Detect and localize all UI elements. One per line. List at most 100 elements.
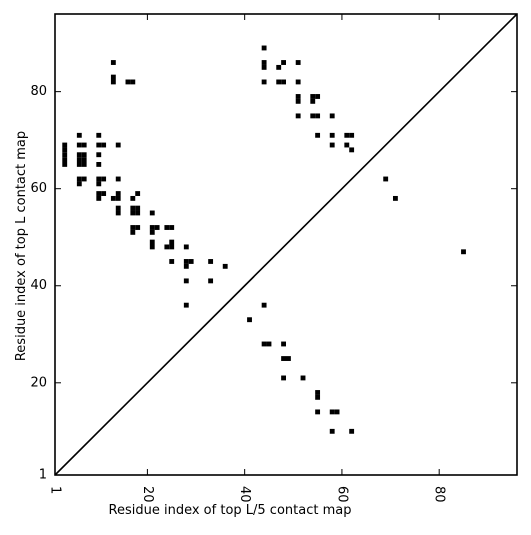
contact-point-top-l <box>461 249 466 255</box>
contact-point-top-l5 <box>329 409 335 415</box>
contact-point-top-l <box>62 152 68 158</box>
contact-point-top-l <box>149 239 155 245</box>
contact-point-top-l <box>329 113 335 119</box>
contact-point-top-l <box>164 225 170 230</box>
contact-point-top-l <box>310 94 316 99</box>
contact-point-top-l <box>110 79 116 85</box>
contact-point-top-l <box>276 64 282 70</box>
contact-point-top-l5 <box>315 394 321 400</box>
contact-point-top-l <box>295 94 301 99</box>
contact-point-top-l <box>281 79 286 85</box>
contact-point-top-l <box>130 79 136 85</box>
contact-point-top-l <box>76 132 82 138</box>
x-tick-label: 80 <box>432 486 447 503</box>
y-tick-label: 40 <box>30 278 47 293</box>
contact-point-top-l <box>110 195 116 201</box>
contact-point-top-l <box>149 225 155 230</box>
contact-point-top-l <box>329 142 335 148</box>
contact-point-top-l <box>115 210 121 216</box>
contact-point-top-l <box>81 152 87 158</box>
contact-point-top-l <box>76 176 82 182</box>
contact-point-top-l <box>96 142 102 148</box>
contact-point-top-l <box>130 195 136 201</box>
contact-point-top-l <box>149 229 155 235</box>
x-tick-label: 1 <box>48 486 63 494</box>
y-axis-label: Residue index of top L contact map <box>14 131 29 361</box>
contact-point-top-l <box>115 205 121 211</box>
contact-point-top-l <box>101 191 107 196</box>
contact-point-top-l <box>96 152 102 158</box>
contact-point-top-l <box>392 195 398 201</box>
contact-point-top-l <box>101 176 107 182</box>
contact-point-top-l <box>295 79 301 85</box>
contact-point-top-l <box>310 113 316 119</box>
y-tick-label: 60 <box>30 181 47 196</box>
contact-point-top-l <box>135 210 141 216</box>
contact-point-top-l <box>349 147 355 153</box>
contact-point-top-l <box>135 205 141 211</box>
contact-point-top-l5 <box>315 390 321 395</box>
x-axis-ticks: 1 20 40 60 80 <box>48 14 447 503</box>
contact-point-top-l <box>261 64 267 70</box>
y-tick-label: 1 <box>39 468 47 483</box>
contact-point-top-l <box>125 79 131 85</box>
contact-point-top-l5 <box>349 428 355 434</box>
contact-point-top-l <box>315 94 321 99</box>
data-points-group <box>62 45 466 434</box>
contact-point-top-l <box>76 142 82 148</box>
contact-point-top-l <box>154 225 160 230</box>
contact-point-top-l <box>81 142 87 148</box>
contact-point-top-l <box>261 45 267 51</box>
contact-point-top-l5 <box>286 356 291 361</box>
contact-point-top-l <box>135 191 141 196</box>
contact-point-top-l5 <box>261 302 267 308</box>
contact-point-top-l5 <box>315 409 321 415</box>
contact-point-top-l <box>115 195 121 201</box>
contact-point-top-l <box>261 60 267 65</box>
contact-point-top-l <box>281 60 286 65</box>
contact-point-top-l <box>96 181 102 187</box>
contact-point-top-l <box>208 278 214 284</box>
contact-point-top-l5 <box>266 341 272 347</box>
contact-point-top-l <box>183 244 189 250</box>
contact-point-top-l <box>183 302 189 308</box>
x-tick-label: 40 <box>237 486 252 503</box>
contact-point-top-l5 <box>334 409 340 415</box>
contact-point-top-l <box>276 79 282 85</box>
contact-point-top-l <box>149 210 155 216</box>
contact-point-top-l <box>130 229 136 235</box>
contact-point-top-l <box>208 259 214 264</box>
contact-point-top-l <box>130 210 136 216</box>
contact-point-top-l <box>115 191 121 196</box>
contact-point-top-l <box>183 263 189 269</box>
contact-point-top-l <box>130 205 136 211</box>
contact-point-top-l <box>110 74 116 80</box>
contact-point-top-l <box>76 181 82 187</box>
contact-point-top-l5 <box>247 317 252 323</box>
contact-point-top-l <box>261 79 267 85</box>
y-tick-label: 80 <box>30 84 47 99</box>
x-tick-label: 20 <box>140 486 155 503</box>
contact-point-top-l <box>81 176 87 182</box>
contact-point-top-l <box>169 239 175 245</box>
contact-point-top-l <box>183 278 189 284</box>
contact-point-top-l <box>115 176 121 182</box>
contact-point-top-l <box>315 113 321 119</box>
contact-point-top-l <box>96 195 102 201</box>
contact-point-top-l5 <box>281 341 286 347</box>
contact-point-top-l <box>96 132 102 138</box>
contact-point-top-l <box>149 244 155 250</box>
contact-point-top-l <box>383 176 389 182</box>
contact-point-top-l <box>188 259 194 264</box>
contact-point-top-l <box>62 142 68 148</box>
contact-point-top-l <box>349 132 355 138</box>
contact-point-top-l <box>96 191 102 196</box>
contact-point-top-l5 <box>281 375 286 381</box>
contact-point-top-l <box>135 225 141 230</box>
contact-point-top-l <box>76 162 82 167</box>
contact-point-top-l <box>96 162 102 167</box>
contact-point-top-l <box>62 157 68 163</box>
contact-point-top-l5 <box>261 341 267 347</box>
